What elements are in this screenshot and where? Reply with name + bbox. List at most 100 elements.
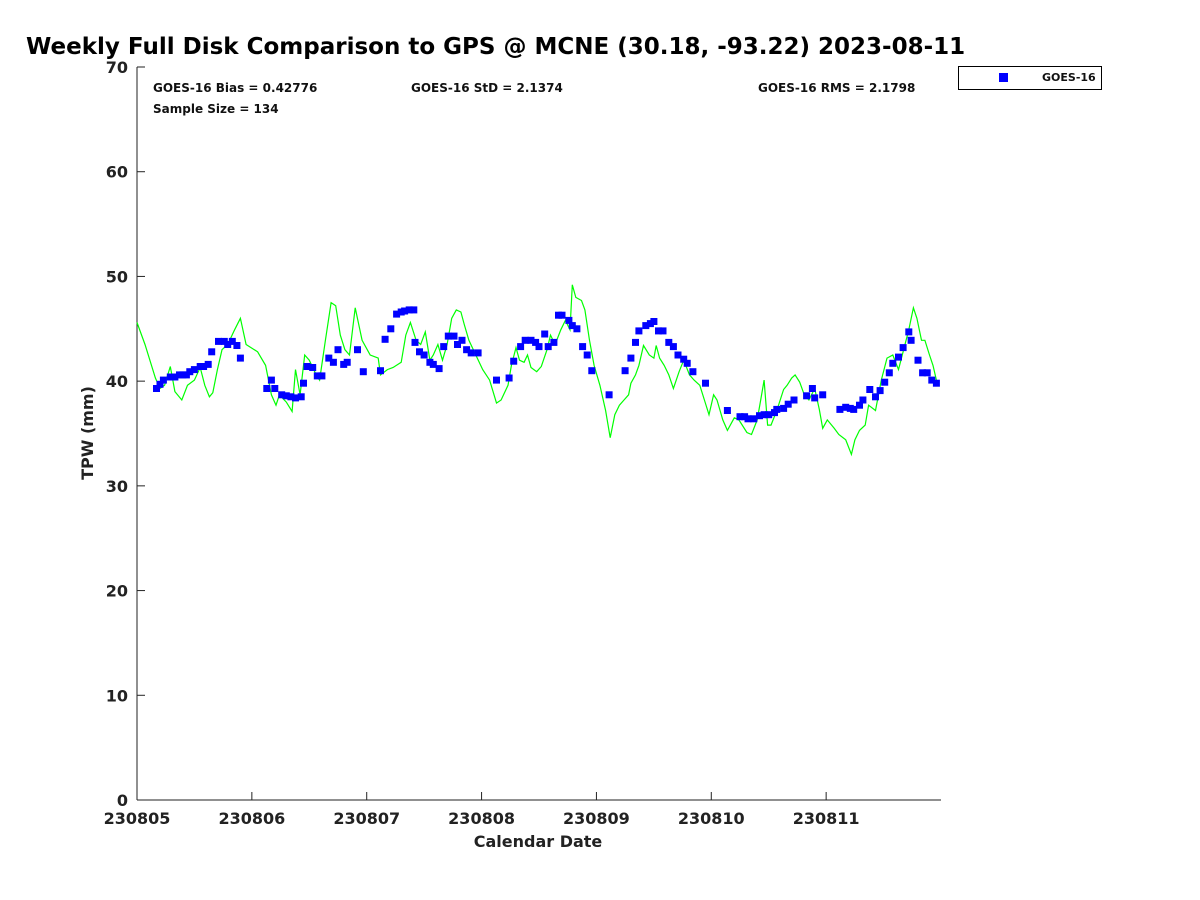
goes-point <box>665 338 673 346</box>
goes-point <box>521 336 529 344</box>
goes-point <box>784 400 792 408</box>
goes-point <box>204 360 212 368</box>
goes-point <box>642 322 650 330</box>
goes-point <box>318 372 326 380</box>
goes-point <box>842 403 850 411</box>
x-tick-label: 230808 <box>448 809 515 828</box>
goes-point <box>278 391 286 399</box>
goes-point <box>803 392 811 400</box>
goes-point <box>186 368 194 376</box>
goes-point <box>454 341 461 348</box>
goes-point <box>429 360 437 368</box>
goes-point <box>287 393 295 401</box>
legend-marker-goes <box>999 73 1008 82</box>
x-tick-label: 230806 <box>218 809 285 828</box>
goes-point <box>420 351 428 359</box>
x-tick-label: 230809 <box>563 809 630 828</box>
goes-point <box>233 342 241 349</box>
goes-point <box>790 396 798 404</box>
legend-box <box>958 66 1102 90</box>
goes-point <box>773 405 781 413</box>
goes-point <box>271 385 279 392</box>
goes-point <box>458 336 466 344</box>
y-tick-label: 30 <box>106 477 128 496</box>
y-ticks: 0 10 20 30 40 50 60 70 <box>106 58 145 810</box>
goes-point <box>621 367 629 375</box>
goes-point <box>535 343 543 351</box>
goes-point <box>907 336 915 344</box>
goes-point <box>872 393 879 401</box>
goes-point <box>674 351 682 359</box>
goes-series <box>153 306 940 423</box>
goes-point <box>153 385 160 392</box>
goes-point <box>819 391 827 399</box>
goes-point <box>558 311 566 319</box>
goes-point <box>156 380 164 388</box>
goes-point <box>263 385 271 392</box>
goes-point <box>811 394 819 402</box>
y-tick-label: 20 <box>106 582 128 601</box>
goes-point <box>532 338 540 346</box>
goes-point <box>405 306 413 314</box>
x-tick-label: 230810 <box>678 809 745 828</box>
goes-point <box>866 386 874 393</box>
goes-point <box>329 358 337 366</box>
goes-point <box>467 349 475 357</box>
goes-point <box>505 374 513 382</box>
goes-point <box>756 412 763 420</box>
goes-point <box>579 343 587 351</box>
x-tick-label: 230805 <box>104 809 171 828</box>
goes-point <box>565 316 573 324</box>
chart-title: Weekly Full Disk Comparison to GPS @ MCN… <box>26 34 965 60</box>
goes-point <box>303 363 311 370</box>
goes-point <box>850 405 858 413</box>
y-tick-label: 50 <box>106 267 128 286</box>
goes-point <box>393 310 401 318</box>
goes-point <box>450 332 458 340</box>
goes-point <box>440 343 448 351</box>
goes-point <box>905 328 913 336</box>
goes-point <box>410 306 418 314</box>
goes-point <box>889 359 897 367</box>
goes-point <box>377 367 384 375</box>
goes-point <box>689 368 697 376</box>
goes-point <box>267 376 275 384</box>
sample-size-stat: Sample Size = 134 <box>153 102 279 116</box>
goes-point <box>359 368 367 376</box>
goes-point <box>760 411 768 419</box>
goes-point <box>224 341 232 348</box>
goes-point <box>313 372 321 380</box>
gps-series <box>136 284 939 457</box>
goes-point <box>923 369 931 377</box>
goes-point <box>627 354 635 362</box>
goes-point <box>190 366 198 374</box>
goes-point <box>680 355 688 363</box>
goes-point <box>919 369 927 377</box>
goes-point <box>309 364 317 371</box>
y-tick-label: 70 <box>106 58 128 77</box>
x-axis-label: Calendar Date <box>474 832 603 851</box>
goes-point <box>765 411 773 419</box>
goes-point <box>736 413 744 421</box>
goes-point <box>292 394 299 402</box>
goes-point <box>334 346 342 354</box>
goes-point <box>444 332 452 340</box>
goes-point <box>744 415 752 423</box>
goes-point <box>895 353 902 361</box>
goes-point <box>159 376 167 384</box>
x-tick-label: 230811 <box>793 809 860 828</box>
goes-point <box>435 365 443 373</box>
goes-point <box>354 346 361 354</box>
goes-point <box>544 343 552 351</box>
legend-label-goes: GOES-16 <box>1042 71 1096 84</box>
goes-point <box>215 337 222 345</box>
goes-point <box>635 327 643 335</box>
goes-point <box>474 349 482 357</box>
goes-point <box>463 346 471 354</box>
goes-point <box>881 378 889 386</box>
y-tick-label: 0 <box>117 791 128 810</box>
goes-point <box>702 379 709 387</box>
goes-point <box>200 363 208 370</box>
goes-point <box>723 407 731 414</box>
